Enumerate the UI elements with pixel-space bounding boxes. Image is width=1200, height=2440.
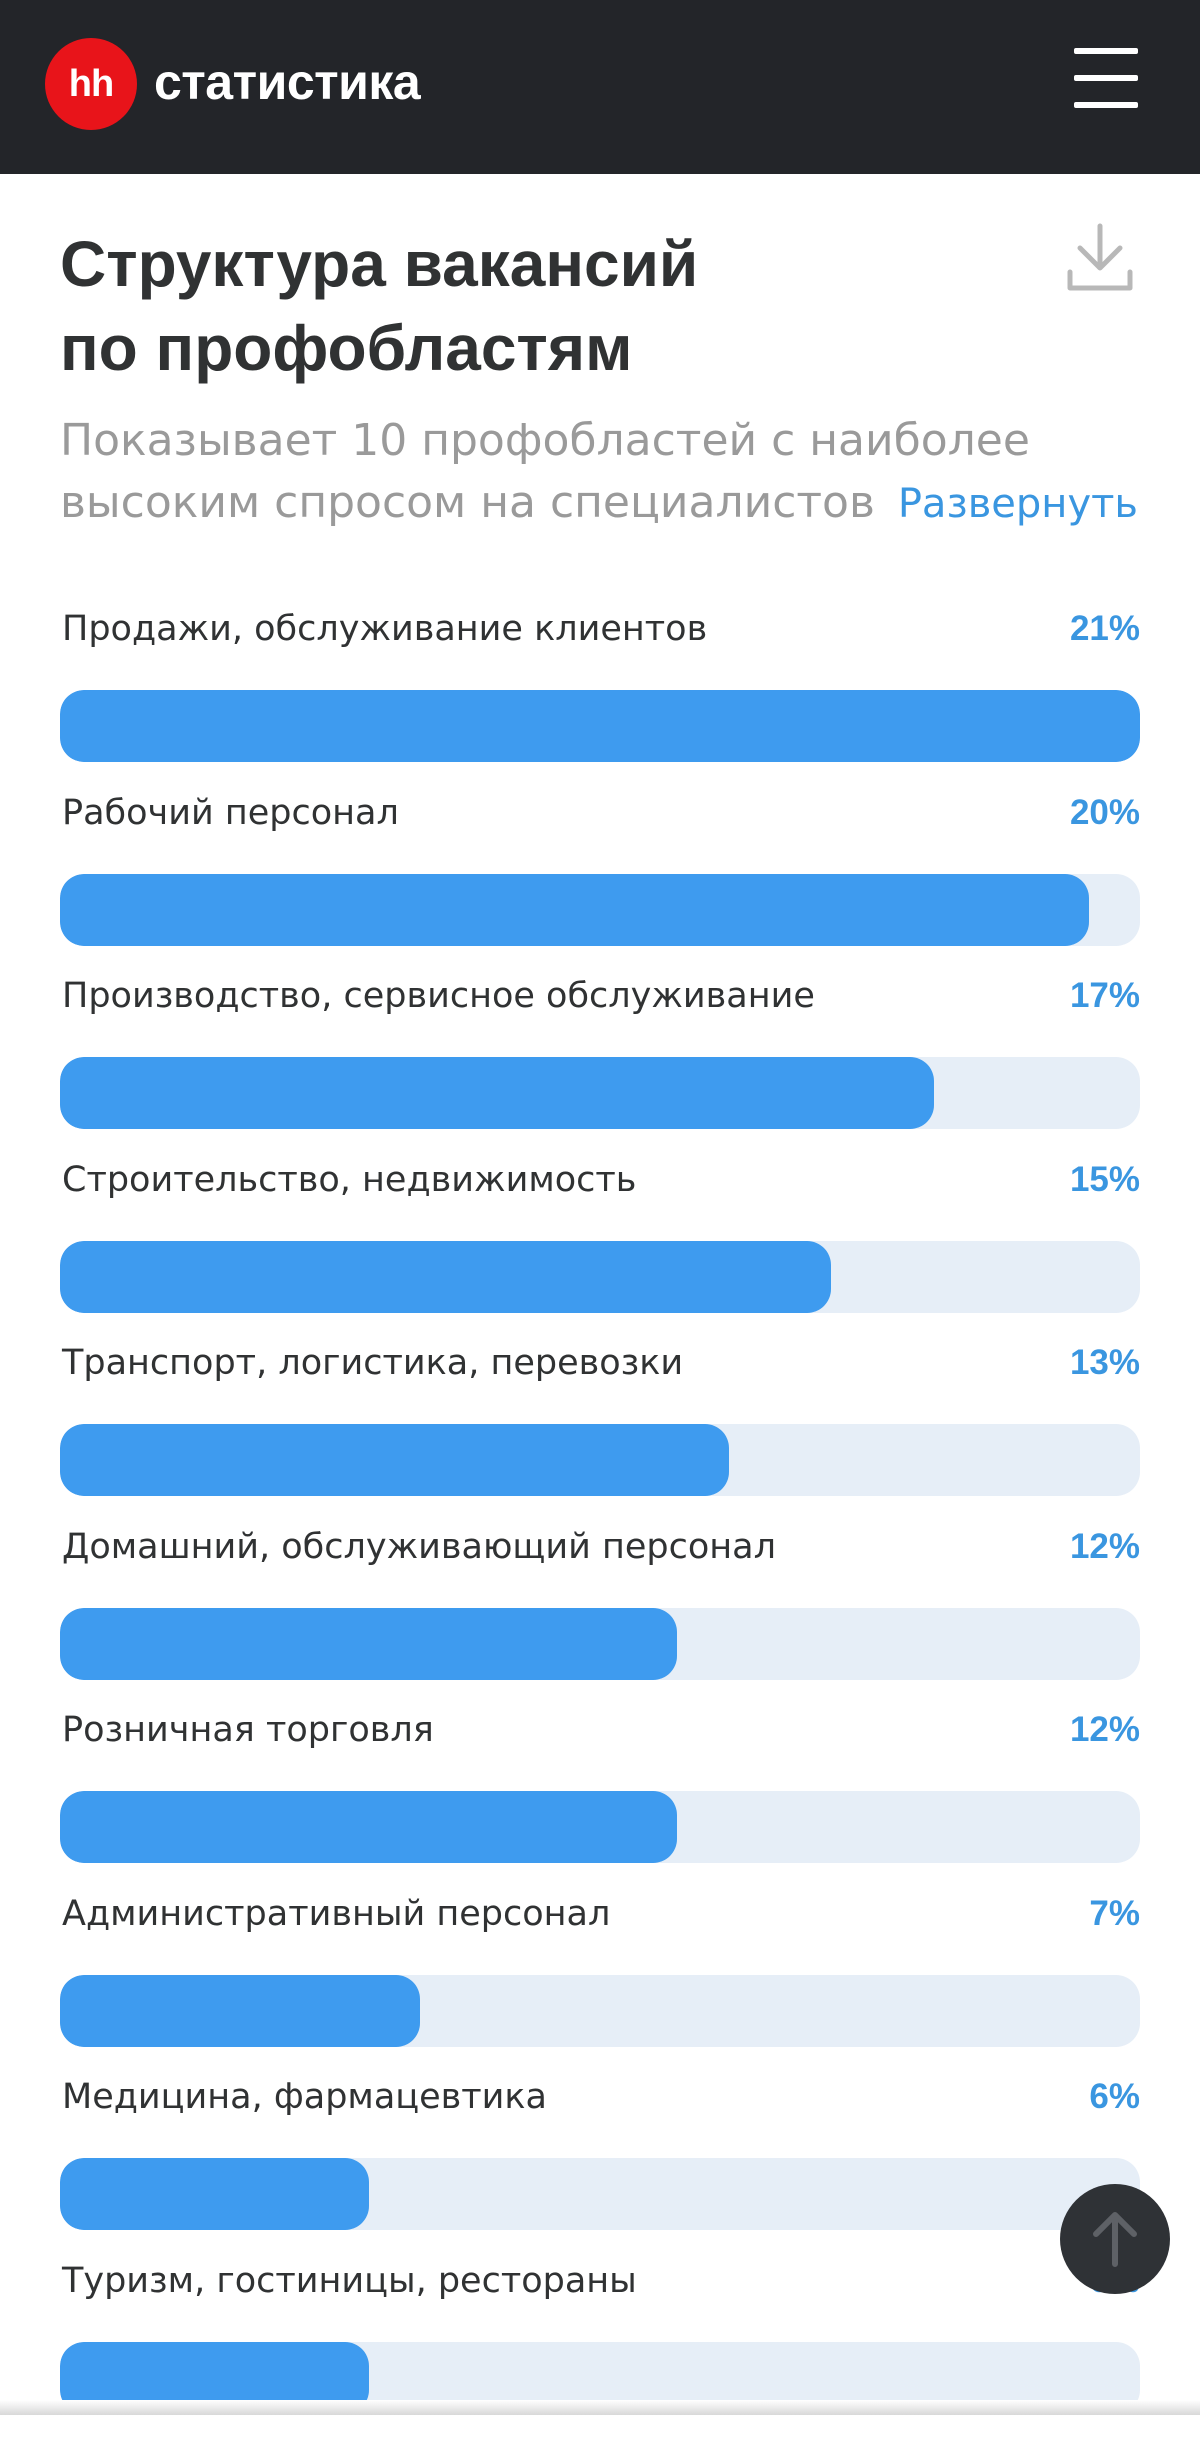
bar-label: Рабочий персонал <box>62 792 399 833</box>
bar-label: Медицина, фармацевтика <box>62 2077 547 2117</box>
bar-label: Транспорт, логистика, перевозки <box>62 1343 684 1383</box>
bar-label: Строительство, недвижимость <box>62 1159 637 1200</box>
bar-fill <box>60 1057 934 1129</box>
bar-track <box>60 873 1140 946</box>
bar-row: Розничная торговля 12% <box>60 1705 1140 1889</box>
bar-value-label: 15% <box>1069 1159 1140 1199</box>
bar-row: Строительство, недвижимость 15% <box>60 1155 1140 1339</box>
hamburger-menu-icon[interactable] <box>1070 44 1142 114</box>
bar-row: Домашний, обслуживающий персонал 12% <box>60 1522 1140 1706</box>
bar-label: Розничная торговля <box>62 1710 434 1750</box>
bar-fill <box>60 2158 369 2230</box>
bar-fill <box>60 1240 831 1313</box>
bar-row: Рабочий персонал 20% <box>60 788 1140 972</box>
bar-row: Медицина, фармацевтика 6% <box>60 2072 1140 2256</box>
bar-track <box>60 1057 1140 1129</box>
bar-track <box>60 1974 1140 2047</box>
bar-value-label: 12% <box>1069 1710 1140 1749</box>
bar-fill <box>60 1974 420 2047</box>
page-title: Структура вакансий по профобластям <box>60 228 699 384</box>
bar-row: Производство, сервисное обслуживание 17% <box>60 971 1140 1155</box>
bar-value-label: 21% <box>1069 609 1140 648</box>
bar-label: Туризм, гостиницы, рестораны <box>62 2260 637 2301</box>
bar-track <box>60 1791 1140 1863</box>
bar-value-label: 12% <box>1069 1526 1140 1566</box>
bar-fill <box>60 873 1089 946</box>
screen-bottom-edge <box>0 2400 1200 2415</box>
download-icon[interactable] <box>1066 222 1134 296</box>
bar-fill <box>60 1424 729 1496</box>
hh-logo[interactable]: hh <box>45 38 137 130</box>
bar-value-label: 6% <box>1089 2077 1140 2116</box>
bar-label: Административный персонал <box>62 1893 611 1934</box>
bar-fill <box>60 1607 677 1680</box>
expand-link[interactable]: Развернуть <box>877 474 1138 534</box>
bar-track <box>60 1240 1140 1313</box>
top-bar: hh статистика <box>0 0 1200 174</box>
bar-fill <box>60 1791 677 1863</box>
bar-label: Производство, сервисное обслуживание <box>62 976 815 1016</box>
bar-track <box>60 1424 1140 1496</box>
bar-value-label: 17% <box>1069 976 1140 1015</box>
bar-track <box>60 2158 1140 2230</box>
bar-value-label: 20% <box>1069 792 1140 832</box>
scroll-to-top-button[interactable] <box>1060 2184 1170 2294</box>
bar-fill <box>60 690 1140 762</box>
bar-value-label: 13% <box>1069 1343 1140 1382</box>
bar-track <box>60 690 1140 762</box>
bar-value-label: 7% <box>1089 1893 1140 1933</box>
bar-track <box>60 1607 1140 1680</box>
bar-row: Продажи, обслуживание клиентов 21% <box>60 604 1140 788</box>
bar-row: Транспорт, логистика, перевозки 13% <box>60 1338 1140 1522</box>
bar-label: Продажи, обслуживание клиентов <box>62 609 708 649</box>
arrow-up-icon <box>1093 2212 1137 2267</box>
logo-text[interactable]: статистика <box>154 54 421 110</box>
bar-row: Административный персонал 7% <box>60 1889 1140 2073</box>
bar-label: Домашний, обслуживающий персонал <box>62 1526 776 1567</box>
chart-subtitle: Показывает 10 профобластей с наиболее вы… <box>60 415 1030 528</box>
